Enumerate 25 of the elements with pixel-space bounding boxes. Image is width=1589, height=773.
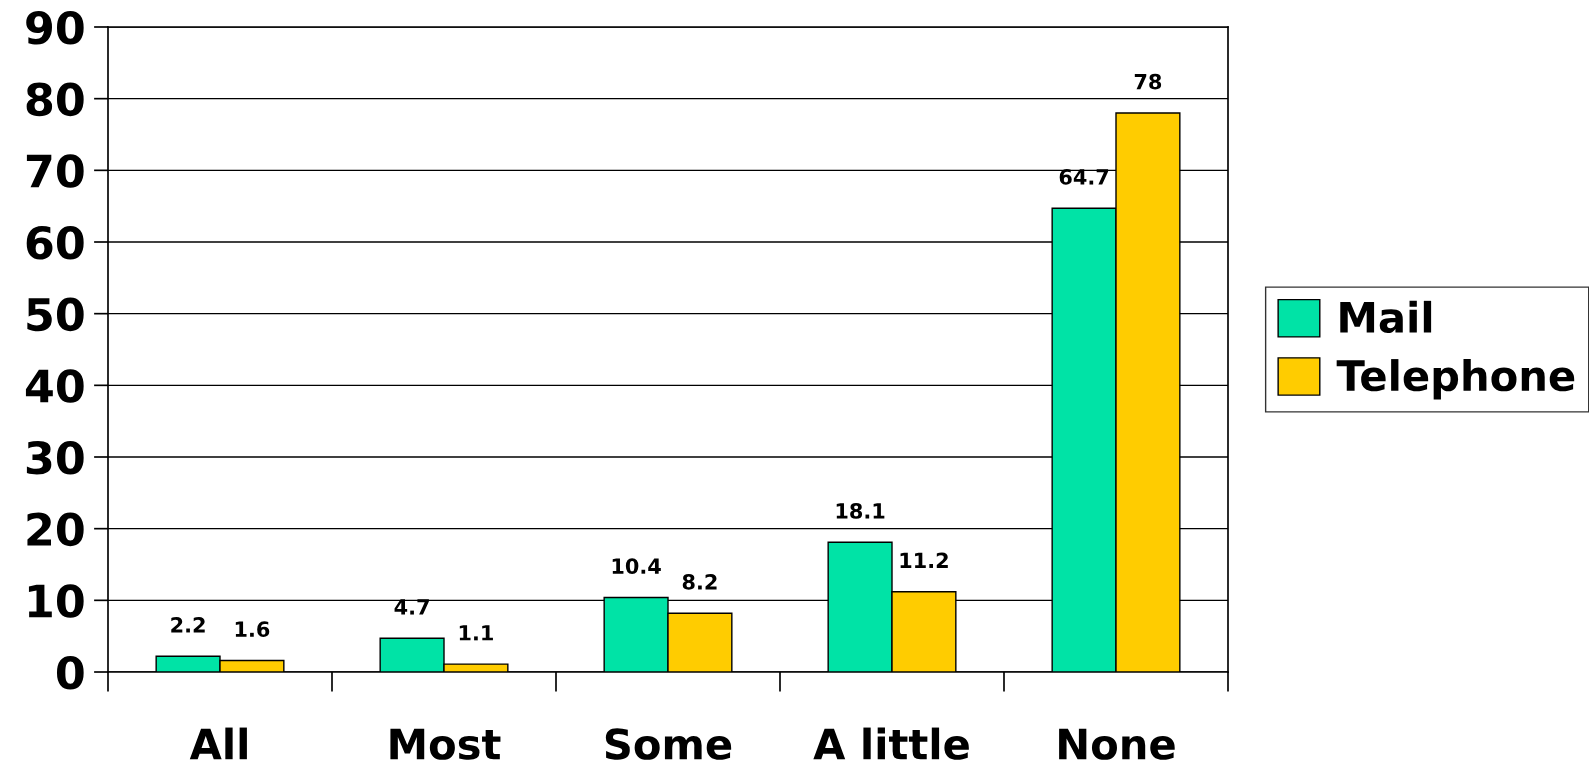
y-tick-label: 80 <box>26 82 84 117</box>
y-tick-label: 70 <box>26 154 84 188</box>
y-tick-label: 20 <box>27 512 84 547</box>
y-tick-label: 90 <box>26 10 84 45</box>
data-label: 78 <box>1134 73 1162 90</box>
data-label: 2.2 <box>171 616 205 633</box>
data-label: 10.4 <box>612 558 661 574</box>
data-label: 8.2 <box>682 573 717 590</box>
y-tick-label: 50 <box>27 297 84 332</box>
x-tick-label: All <box>189 727 247 760</box>
data-label: 1.6 <box>235 621 270 638</box>
y-tick-label: 60 <box>26 225 84 260</box>
data-label: 11.2 <box>900 552 948 568</box>
data-label: 1.1 <box>459 625 493 641</box>
x-tick-label: Some <box>605 728 732 760</box>
y-tick-label: 0 <box>56 655 84 690</box>
legend-label: Telephone <box>1336 359 1575 400</box>
y-tick-label: 30 <box>26 440 84 475</box>
legend-label: Mail <box>1340 300 1432 334</box>
x-tick-label: None <box>1059 728 1175 760</box>
y-tick-label: 40 <box>25 369 84 403</box>
x-tick-label: Most <box>390 728 501 760</box>
y-tick-label: 10 <box>28 584 84 618</box>
x-tick-label: A little <box>813 727 969 760</box>
data-label: 18.1 <box>836 503 885 519</box>
